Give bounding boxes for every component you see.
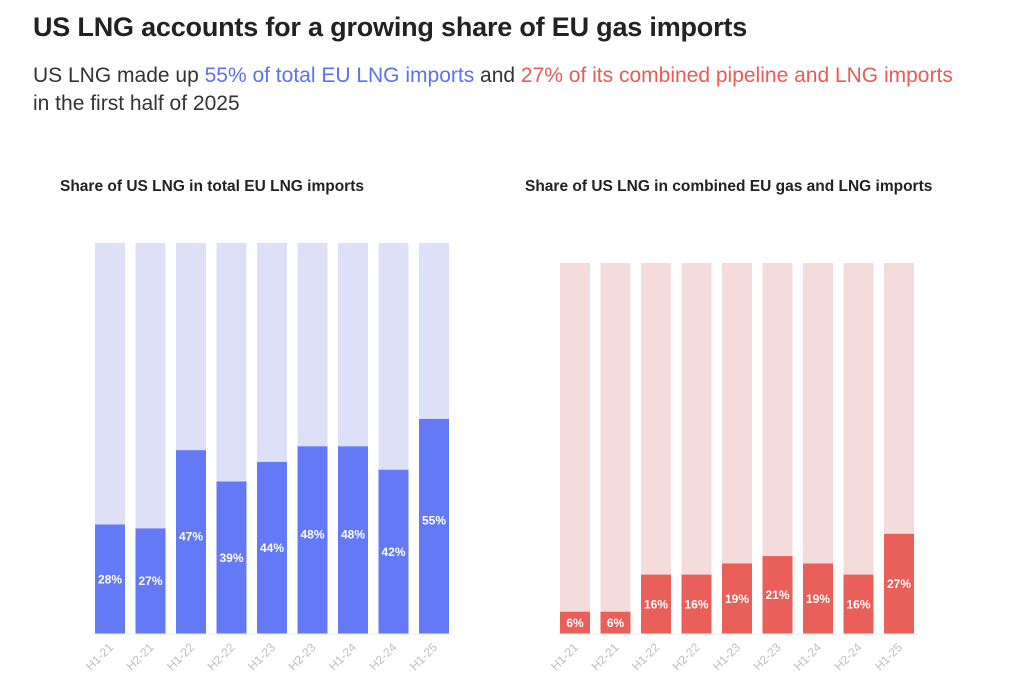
left-bar	[419, 418, 449, 634]
right-bar	[600, 611, 631, 634]
left-bar-label: 39%	[219, 551, 243, 565]
left-x-tick-label: H2-21	[124, 640, 157, 673]
right-bar	[803, 563, 833, 634]
left-x-tick-label: H2-23	[286, 640, 319, 673]
left-x-tick-label: H1-21	[83, 640, 116, 673]
right-bar-bg	[560, 263, 590, 634]
right-x-tick-label: H2-21	[589, 640, 622, 673]
left-bar	[257, 461, 287, 634]
left-bar-label: 48%	[341, 527, 365, 541]
right-x-tick-label: H2-24	[832, 640, 865, 673]
right-bar-label: 19%	[725, 592, 749, 606]
left-chart-title: Share of US LNG in total EU LNG imports	[60, 178, 364, 195]
right-bar-bg	[843, 263, 874, 634]
right-bar-bg	[600, 263, 631, 634]
subtitle-text-1: US LNG made up	[33, 64, 205, 87]
subtitle-text-2: and	[474, 64, 521, 87]
right-bar-label: 27%	[887, 577, 911, 591]
left-x-tick-label: H1-23	[245, 640, 278, 673]
left-x-tick-label: H1-24	[326, 640, 359, 673]
left-bar-label: 47%	[179, 529, 203, 543]
right-x-tick-label: H1-25	[872, 640, 905, 673]
right-bar	[560, 611, 590, 634]
left-x-tick-label: H2-22	[205, 640, 238, 673]
right-bar-bg	[641, 263, 671, 634]
left-bar	[95, 524, 125, 634]
right-bar	[843, 574, 874, 634]
chart-subtitle: US LNG made up 55% of total EU LNG impor…	[33, 62, 973, 118]
right-bar-label: 6%	[566, 616, 584, 630]
right-chart-title: Share of US LNG in combined EU gas and L…	[525, 178, 933, 195]
right-bar-label: 16%	[846, 597, 870, 611]
right-x-tick-label: H2-23	[751, 640, 784, 673]
right-bar	[681, 574, 712, 634]
left-bar	[338, 446, 368, 634]
left-bar	[378, 469, 409, 634]
subtitle-text-3: in the first half of 2025	[33, 92, 240, 115]
right-x-tick-label: H1-21	[548, 640, 581, 673]
left-bar-label: 55%	[422, 513, 446, 527]
right-x-tick-label: H1-23	[710, 640, 743, 673]
left-bar-label: 28%	[98, 572, 122, 586]
right-bar-bg	[681, 263, 712, 634]
left-bar	[216, 481, 247, 634]
left-x-tick-label: H2-24	[367, 640, 400, 673]
right-x-tick-label: H2-22	[670, 640, 703, 673]
left-bar	[135, 528, 166, 634]
chart-title: US LNG accounts for a growing share of E…	[33, 12, 748, 42]
left-x-tick-label: H1-22	[164, 640, 197, 673]
subtitle-highlight-red: 27% of its combined pipeline and LNG imp…	[520, 64, 953, 87]
right-bar-label: 19%	[806, 592, 830, 606]
right-x-tick-label: H1-24	[791, 640, 824, 673]
left-bar-label: 42%	[381, 545, 405, 559]
left-bar-label: 48%	[300, 527, 324, 541]
right-bar-label: 16%	[684, 597, 708, 611]
right-bar-label: 21%	[765, 588, 789, 602]
left-bar-label: 27%	[138, 574, 162, 588]
right-bar	[641, 574, 671, 634]
subtitle-highlight-blue: 55% of total EU LNG imports	[204, 64, 475, 87]
right-bar-label: 16%	[644, 597, 668, 611]
right-bar	[884, 533, 914, 634]
right-bar	[762, 556, 793, 634]
left-x-tick-label: H1-25	[407, 640, 440, 673]
right-bar	[722, 563, 752, 634]
left-bar	[176, 450, 206, 634]
right-bar-label: 6%	[607, 616, 625, 630]
left-bar-label: 44%	[260, 541, 284, 555]
right-x-tick-label: H1-22	[629, 640, 662, 673]
left-bar	[297, 446, 328, 634]
